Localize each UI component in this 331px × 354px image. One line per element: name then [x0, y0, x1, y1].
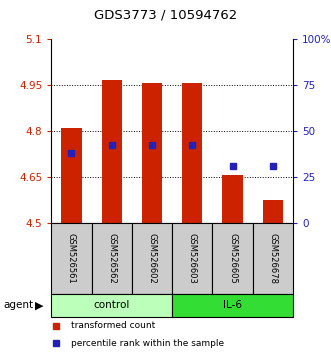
Text: percentile rank within the sample: percentile rank within the sample	[71, 339, 224, 348]
Text: GSM526561: GSM526561	[67, 233, 76, 284]
Text: GSM526678: GSM526678	[268, 233, 277, 284]
Bar	[213, 223, 253, 294]
Bar	[51, 223, 92, 294]
Text: GDS3773 / 10594762: GDS3773 / 10594762	[94, 9, 237, 22]
Bar	[263, 200, 283, 223]
Text: GSM526602: GSM526602	[148, 233, 157, 284]
Bar	[222, 176, 243, 223]
Bar	[132, 223, 172, 294]
Bar	[142, 84, 162, 223]
Text: GSM526605: GSM526605	[228, 233, 237, 284]
Bar	[253, 223, 293, 294]
Text: GSM526603: GSM526603	[188, 233, 197, 284]
Bar	[172, 294, 293, 317]
Bar	[92, 223, 132, 294]
Bar	[51, 294, 172, 317]
Text: transformed count: transformed count	[71, 321, 155, 330]
Bar	[172, 223, 213, 294]
Bar	[102, 80, 122, 223]
Text: ▶: ▶	[35, 300, 43, 310]
Text: GSM526562: GSM526562	[107, 233, 116, 284]
Text: agent: agent	[3, 300, 33, 310]
Bar	[182, 84, 202, 223]
Text: IL-6: IL-6	[223, 300, 242, 310]
Bar	[61, 128, 81, 223]
Text: control: control	[94, 300, 130, 310]
